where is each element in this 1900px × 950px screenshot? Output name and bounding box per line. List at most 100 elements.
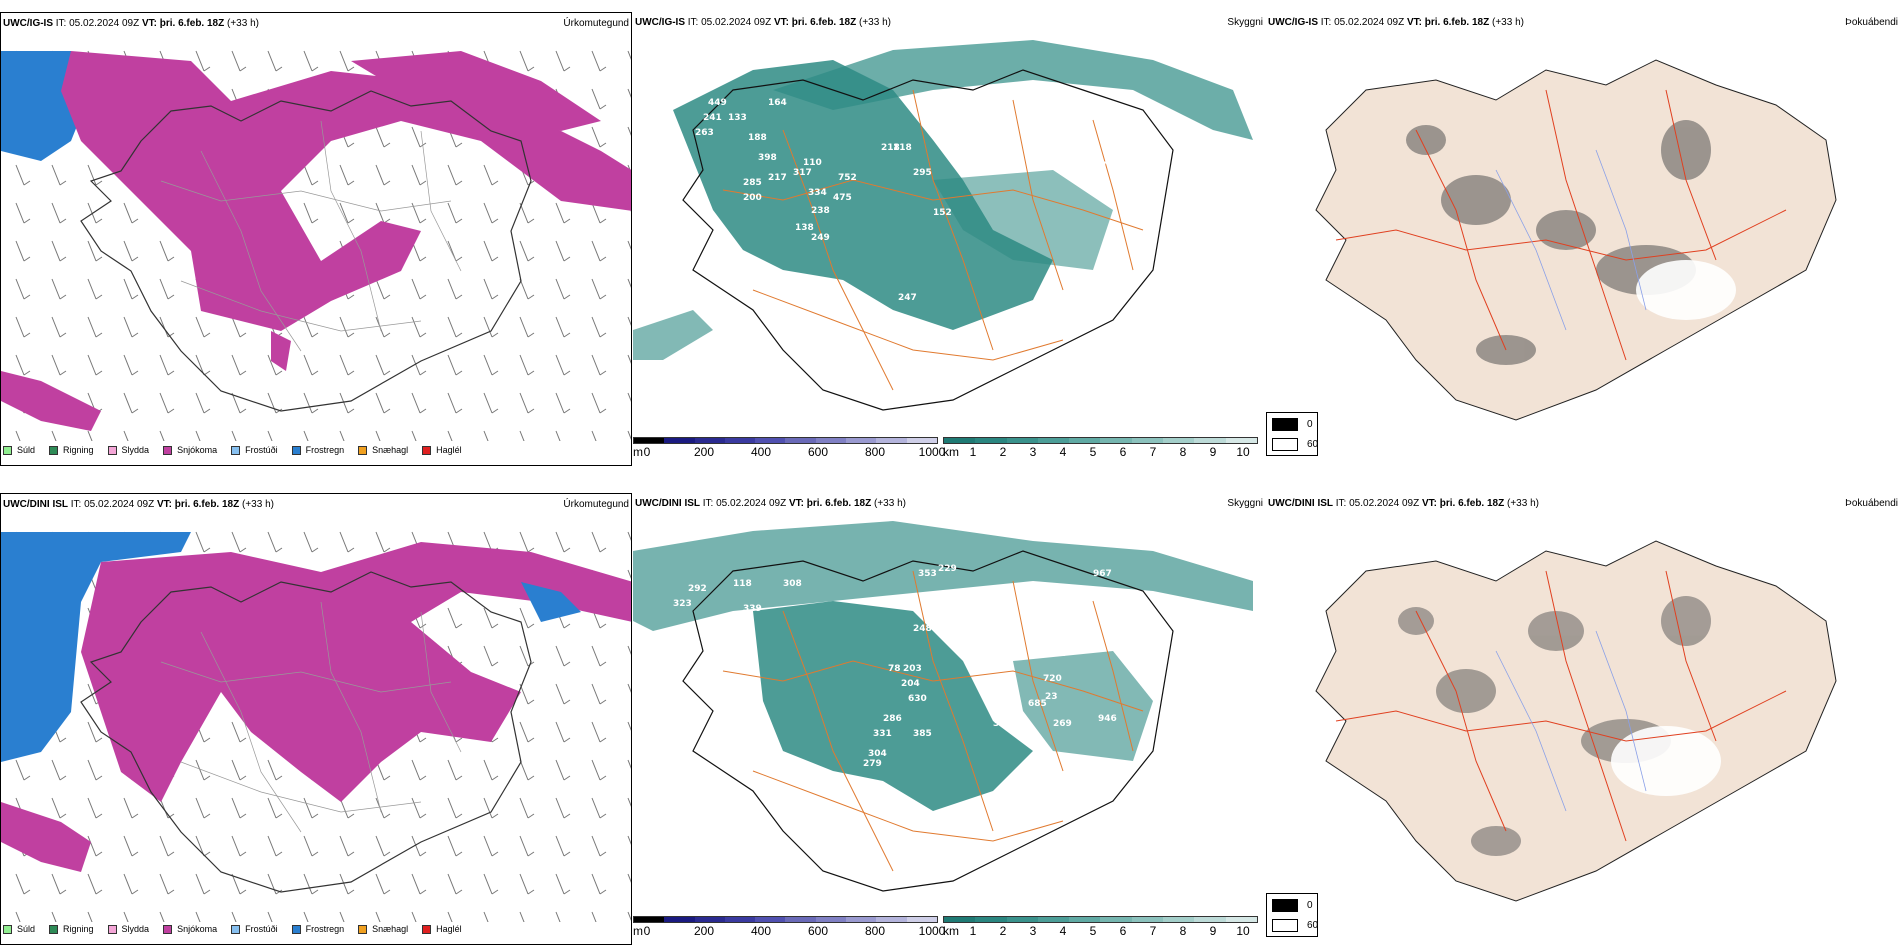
wind-barb <box>303 392 319 414</box>
wind-barb <box>627 531 631 541</box>
ceiling-value-label: 316 <box>993 719 1012 729</box>
colorbar-tick-label: 6 <box>1119 924 1127 938</box>
wind-barb <box>303 50 319 72</box>
wind-barb <box>555 911 561 922</box>
visibility-unit: km <box>943 924 959 938</box>
model-name: UWC/DINI ISL <box>3 499 68 510</box>
legend-item: Rigning <box>49 924 94 934</box>
wind-barb <box>123 392 139 414</box>
legend-swatch <box>107 445 117 455</box>
colorbar-tick-label: 8 <box>1179 924 1187 938</box>
colorbar-tick-label: 10 <box>1236 445 1250 459</box>
wind-barb <box>483 911 489 922</box>
wind-barb <box>483 240 499 262</box>
wind-barb <box>447 835 463 857</box>
wind-barb <box>123 873 139 895</box>
legend-item: Haglél <box>422 924 462 934</box>
wind-barb <box>555 873 571 895</box>
fog-panel-bottom: UWC/DINI ISL IT: 05.02.2024 09Z VT: þri.… <box>1266 493 1900 945</box>
ceiling-value-label: 752 <box>838 173 857 183</box>
ceiling-value-label: 263 <box>695 128 714 138</box>
ceiling-value-label: 339 <box>743 604 762 614</box>
wind-barb <box>519 721 535 743</box>
legend-label: Frostúði <box>245 445 278 455</box>
low-visibility-area <box>633 310 713 360</box>
ceiling-colorbar: m 0 200 400 600 800 1000 <box>633 916 946 944</box>
it-label: IT: <box>70 499 82 510</box>
colorbar-tick-label: 1000 <box>918 924 946 938</box>
wind-barb <box>555 430 561 441</box>
wind-barb <box>447 278 463 300</box>
colorbar-step <box>1069 438 1101 443</box>
precip-type-legend: Súld Rigning Slydda Snjókoma Frostúði Frostre… <box>3 445 476 455</box>
wind-barb <box>51 797 67 819</box>
ceiling-value-label: 248 <box>913 624 932 634</box>
colorbar-step <box>694 438 725 443</box>
wind-barb <box>627 126 631 136</box>
low-visibility-area <box>673 60 1053 330</box>
legend-swatch <box>163 924 173 934</box>
wind-barb <box>519 607 535 629</box>
colorbar-step <box>815 917 847 922</box>
wind-barb <box>591 126 607 148</box>
ceiling-unit: m <box>633 445 643 459</box>
wind-barb <box>195 50 211 72</box>
wind-barb <box>123 240 139 262</box>
legend-swatch <box>49 924 59 934</box>
ceiling-value-label: 385 <box>913 729 932 739</box>
wind-barb <box>195 835 211 857</box>
colorbar-tick-label: 2 <box>999 445 1007 459</box>
wind-barb <box>159 797 175 819</box>
wind-barb <box>447 392 463 414</box>
ceiling-value-label: 837 <box>1113 118 1132 128</box>
colorbar-tick-label: 3 <box>1029 445 1037 459</box>
lead-time: (+33 h) <box>242 499 274 510</box>
wind-barb <box>375 873 391 895</box>
model-name: UWC/IG-IS <box>3 18 53 29</box>
wind-barb <box>591 202 607 224</box>
colorbar-tick-label: 4 <box>1059 924 1067 938</box>
legend-label: Súld <box>17 445 36 455</box>
colorbar-tick-label: 800 <box>864 924 886 938</box>
wind-barb <box>483 645 499 667</box>
wind-barb <box>519 430 525 441</box>
legend-label: Rigning <box>63 924 94 934</box>
colorbar-tick-label: 800 <box>864 445 886 459</box>
ceiling-values: 292 323 118 339 308 353 229 967 177 248 162 126 720 6… <box>673 564 1117 769</box>
ceiling-value-label: 317 <box>793 168 812 178</box>
legend-label: Frostregn <box>305 924 345 934</box>
wind-barb <box>231 50 247 72</box>
wind-barb <box>627 835 631 845</box>
wind-barb <box>339 835 355 857</box>
frz-rain-area <box>1 532 191 762</box>
wind-barb <box>483 164 499 186</box>
wind-barb <box>591 392 607 414</box>
wind-barb <box>15 759 31 781</box>
colorbar-step <box>1069 917 1101 922</box>
it-label: IT: <box>1320 17 1332 28</box>
ceiling-value-label: 247 <box>898 293 917 303</box>
wind-barb <box>411 835 427 857</box>
visibility-colorbar-fill <box>943 916 1258 923</box>
wind-barb <box>51 873 67 895</box>
wind-barb <box>591 759 607 781</box>
legend-swatch <box>3 924 12 934</box>
wind-barb <box>159 430 165 441</box>
legend-item: Frostúði <box>231 445 278 455</box>
ceiling-value-label: 188 <box>748 133 767 143</box>
wind-barb <box>555 835 571 857</box>
wind-barb <box>447 873 463 895</box>
wind-barb <box>267 392 283 414</box>
ceiling-colorbar: m 0 200 400 600 800 1000 <box>633 437 945 465</box>
wind-barb <box>627 240 631 250</box>
wind-barb <box>267 354 283 376</box>
ceiling-value-label: 249 <box>811 233 830 243</box>
wind-barb <box>591 797 607 819</box>
ceiling-value-label: 475 <box>833 193 852 203</box>
wind-barb <box>555 202 571 224</box>
ceiling-value-label: 203 <box>903 664 922 674</box>
wind-barb <box>627 683 631 693</box>
wind-barb <box>87 873 103 895</box>
wind-barb <box>267 759 283 781</box>
wind-barb <box>555 721 571 743</box>
